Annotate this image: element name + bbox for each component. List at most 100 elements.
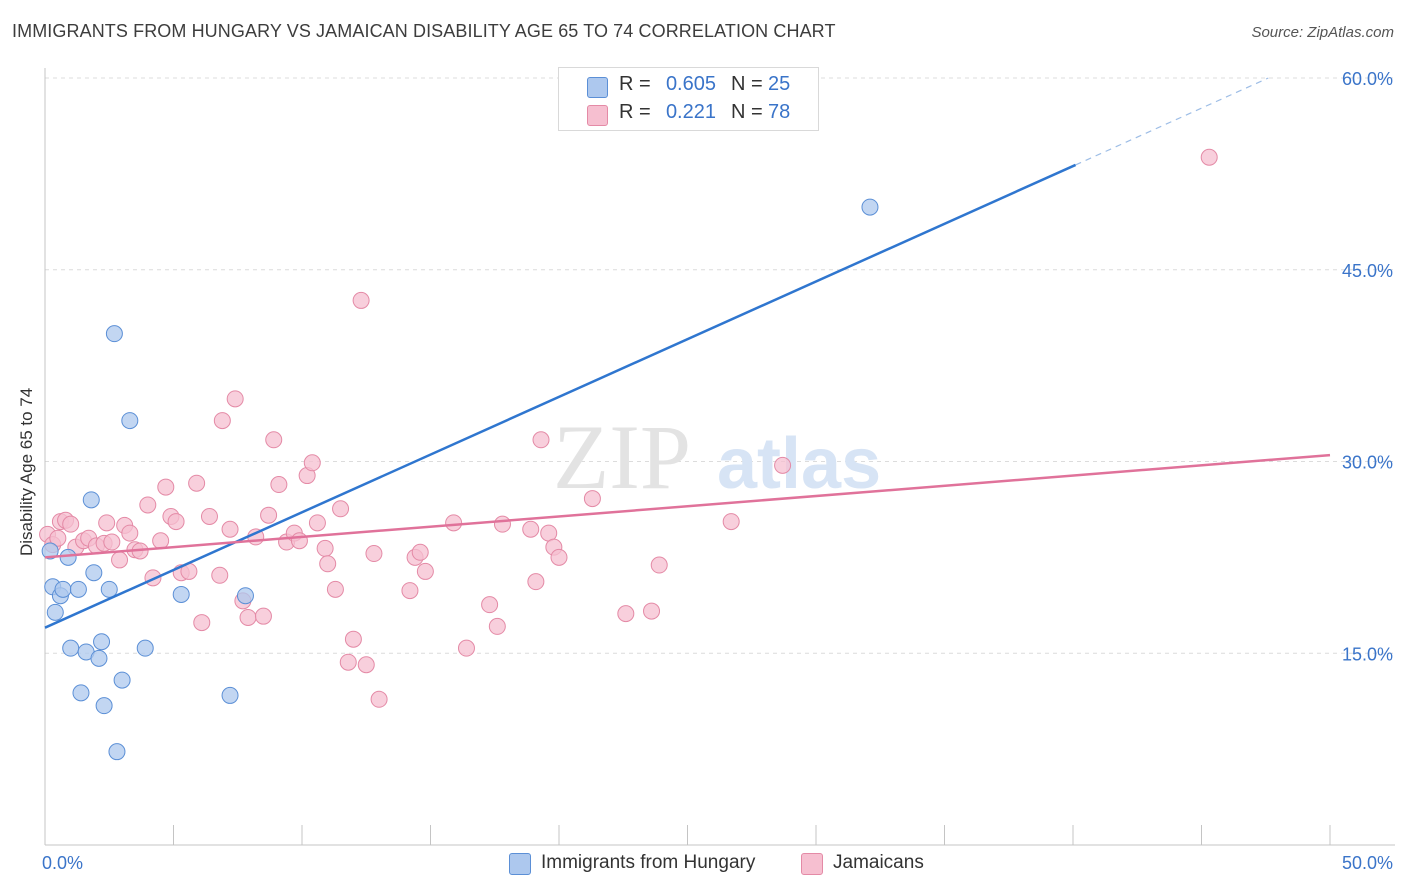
hungary-point — [69, 580, 87, 598]
jamaica-point — [152, 532, 170, 550]
trend-lines — [44, 77, 1331, 629]
hungary-point — [172, 585, 190, 603]
jamaica-point — [265, 431, 283, 449]
jamaica-point — [339, 653, 357, 671]
hungary-point — [113, 671, 131, 689]
hungary-point — [90, 649, 108, 667]
jamaica-point — [488, 617, 506, 635]
jamaica-point — [221, 520, 239, 538]
jamaica-point — [188, 474, 206, 492]
hungary-trend-line — [44, 163, 1077, 629]
hungary-point — [62, 639, 80, 657]
n-value: 78 — [768, 101, 791, 123]
stats-legend: R = 0.605 N = 25 R = 0.221 N = 78 — [558, 67, 819, 131]
r-label: R = — [619, 73, 651, 95]
jamaica-point — [254, 607, 272, 625]
jamaica-point — [213, 412, 231, 430]
hungary-point — [46, 603, 64, 621]
jamaica-point — [167, 513, 185, 531]
jamaica-point — [344, 630, 362, 648]
jamaica-point — [62, 515, 80, 533]
jamaica-point — [1200, 148, 1218, 166]
jamaica-point — [157, 478, 175, 496]
jamaica-point — [316, 539, 334, 557]
jamaica-point — [401, 582, 419, 600]
hungary-point — [236, 587, 254, 605]
jamaica-point — [319, 555, 337, 573]
jamaica-point — [493, 515, 511, 533]
hungary-point — [95, 697, 113, 715]
hungary-point — [108, 743, 126, 761]
jamaica-point — [617, 605, 635, 623]
hungary-trend-extension — [1075, 77, 1269, 166]
hungary-point — [121, 412, 139, 430]
hungary-point — [41, 542, 59, 560]
jamaica-point — [357, 656, 375, 674]
watermark: ZIP atlas — [553, 406, 881, 508]
jamaica-point — [226, 390, 244, 408]
r-value: 0.221 — [665, 101, 716, 123]
tick-labels: 15.0% 30.0% 45.0% 60.0% 0.0% 50.0% — [42, 69, 1393, 873]
watermark-zip: ZIP — [553, 406, 691, 508]
jamaica-point — [303, 454, 321, 472]
grid-lines — [45, 77, 1395, 654]
jamaica-swatch — [587, 105, 608, 126]
jamaica-point — [332, 500, 350, 518]
jamaica-point — [445, 514, 463, 532]
n-label: N = — [731, 101, 763, 123]
y-tick-label: 60.0% — [1342, 69, 1393, 89]
jamaica-point — [49, 529, 67, 547]
x-tick-label-max: 50.0% — [1342, 853, 1393, 873]
y-tick-label: 30.0% — [1342, 453, 1393, 473]
jamaica-point — [193, 614, 211, 632]
jamaica-point — [139, 496, 157, 514]
jamaica-point — [481, 596, 499, 614]
r-value: 0.605 — [665, 73, 716, 95]
hungary-point — [59, 548, 77, 566]
jamaica-point — [457, 639, 475, 657]
jamaica-point — [200, 507, 218, 525]
hungary-point — [105, 325, 123, 343]
jamaica-point — [774, 456, 792, 474]
legend-label: Jamaicans — [833, 852, 924, 873]
hungary-point — [861, 198, 879, 216]
jamaica-point — [121, 524, 139, 542]
jamaica-point — [308, 514, 326, 532]
hungary-point — [136, 639, 154, 657]
hungary-legend-swatch — [509, 853, 531, 875]
jamaica-point — [550, 548, 568, 566]
hungary-point — [54, 580, 72, 598]
jamaica-point — [239, 608, 257, 626]
n-label: N = — [731, 73, 763, 95]
y-tick-label: 15.0% — [1342, 644, 1393, 664]
jamaica-point — [722, 513, 740, 531]
hungary-swatch — [587, 77, 608, 98]
jamaica-legend-swatch — [801, 853, 823, 875]
hungary-point — [82, 491, 100, 509]
jamaica-point — [111, 551, 129, 569]
n-value: 25 — [768, 73, 791, 95]
jamaica-point — [527, 573, 545, 591]
hungary-point — [221, 686, 239, 704]
jamaica-point — [352, 291, 370, 309]
axes — [44, 68, 1395, 846]
legend-label: Immigrants from Hungary — [541, 852, 756, 873]
hungary-point — [93, 633, 111, 651]
jamaica-point — [532, 431, 550, 449]
y-tick-label: 45.0% — [1342, 261, 1393, 281]
jamaica-point — [211, 566, 229, 584]
jamaica-point — [260, 506, 278, 524]
r-label: R = — [619, 101, 651, 123]
jamaica-point — [326, 580, 344, 598]
jamaica-point — [643, 602, 661, 620]
jamaica-point — [103, 533, 121, 551]
hungary-point — [85, 564, 103, 582]
jamaica-point — [370, 690, 388, 708]
hungary-point — [100, 580, 118, 598]
jamaica-point — [650, 556, 668, 574]
jamaica-point — [583, 490, 601, 508]
x-tick-label-min: 0.0% — [42, 853, 83, 873]
chart-title: IMMIGRANTS FROM HUNGARY VS JAMAICAN DISA… — [12, 21, 836, 41]
jamaica-point — [411, 543, 429, 561]
